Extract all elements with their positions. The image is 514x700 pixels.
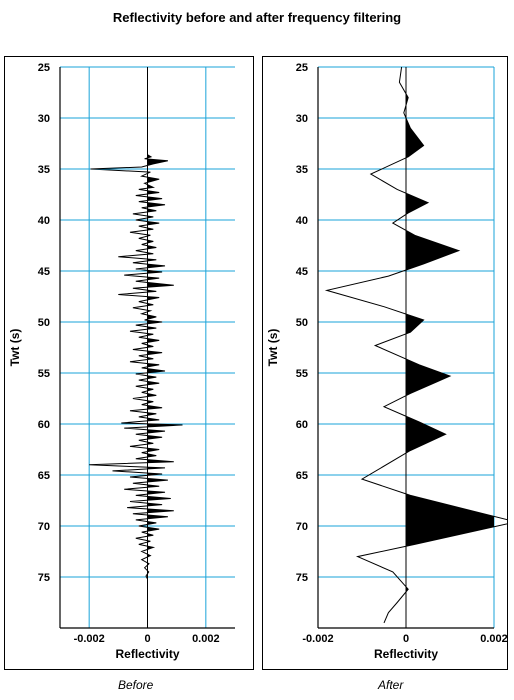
x-tick-label: 0.002	[480, 633, 507, 645]
y-tick-label: 55	[38, 368, 50, 380]
y-tick-label: 30	[296, 113, 308, 125]
after-panel: 25 30 35 40 45 50 55 60 65 70 75 -0.002 0 0.002 Reflec…	[262, 56, 508, 670]
reflectivity-trace	[324, 66, 507, 624]
x-axis-label: Reflectivity	[115, 647, 179, 661]
positive-fill	[406, 67, 494, 623]
after-chart: 25 30 35 40 45 50 55 60 65 70 75 -0.002 0 0.002 Reflec…	[266, 62, 507, 661]
y-tick-label: 75	[38, 572, 50, 584]
y-tick-label: 45	[38, 266, 50, 278]
y-tick-label: 60	[296, 419, 308, 431]
y-tick-label: 40	[296, 215, 308, 227]
y-tick-label: 30	[38, 113, 50, 125]
y-tick-label: 50	[38, 317, 50, 329]
y-tick-label: 60	[38, 419, 50, 431]
before-chart: 25 30 35 40 45 50 55 60 65 70 75 -0.002 0 0.002 Reflec…	[8, 62, 235, 661]
y-tick-label: 50	[296, 317, 308, 329]
y-tick-label: 45	[296, 266, 308, 278]
y-tick-label: 65	[38, 470, 50, 482]
x-tick-label: -0.002	[74, 633, 105, 645]
x-axis-label: Reflectivity	[374, 647, 438, 661]
reflectivity-trace	[89, 67, 183, 581]
before-panel: 25 30 35 40 45 50 55 60 65 70 75 -0.002 0 0.002 Reflec…	[4, 56, 254, 670]
after-caption: After	[378, 678, 404, 692]
positive-fill	[147, 67, 183, 581]
x-tick-label: 0.002	[192, 633, 220, 645]
y-tick-label: 25	[296, 62, 308, 74]
x-tick-label: 0	[403, 633, 409, 645]
y-axis-label: Twt (s)	[8, 329, 22, 367]
before-caption: Before	[118, 678, 154, 692]
y-tick-label: 75	[296, 572, 308, 584]
y-tick-label: 25	[38, 62, 50, 74]
y-axis-label: Twt (s)	[266, 329, 280, 367]
y-tick-label: 40	[38, 215, 50, 227]
y-tick-label: 70	[38, 521, 50, 533]
y-tick-label: 70	[296, 521, 308, 533]
chart-title: Reflectivity before and after frequency …	[112, 10, 402, 25]
x-tick-label: 0	[144, 633, 150, 645]
y-tick-label: 55	[296, 368, 308, 380]
x-tick-label: -0.002	[302, 633, 333, 645]
y-tick-label: 65	[296, 470, 308, 482]
y-tick-label: 35	[38, 164, 50, 176]
y-tick-label: 35	[296, 164, 308, 176]
